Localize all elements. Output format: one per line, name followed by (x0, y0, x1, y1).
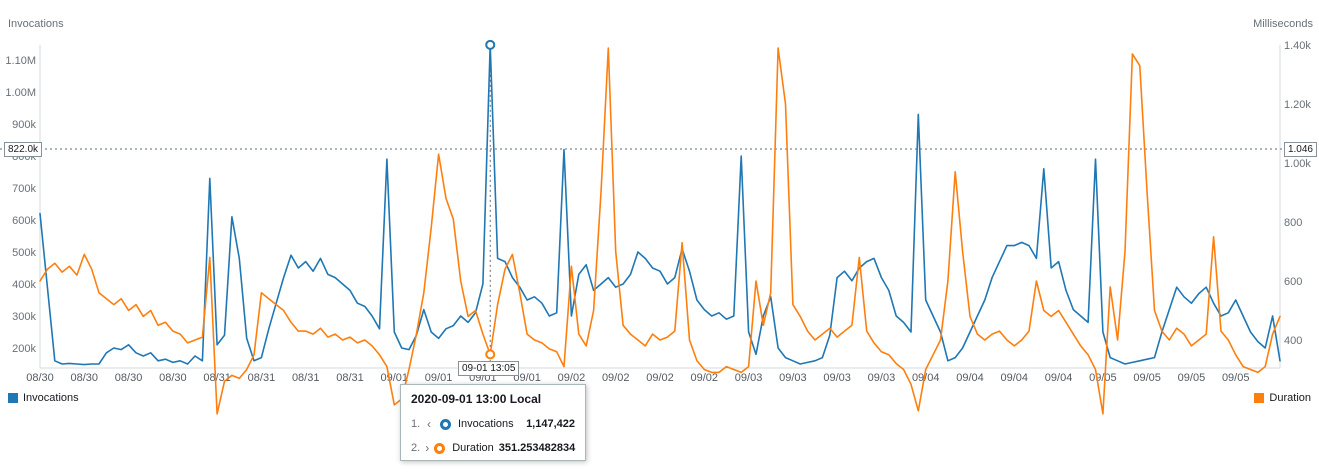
tooltip-row-invocations: 1. ‹ Invocations 1,147,422 (401, 412, 585, 436)
legend-item-invocations[interactable]: Invocations (8, 392, 79, 404)
right-y-tick-label: 800 (1284, 217, 1302, 229)
duration-series-line (39, 47, 1281, 415)
invocations-highlight-marker (485, 39, 496, 50)
horizontal-annotation-right-label: 1.046 (1283, 142, 1317, 157)
legend-label: Duration (1269, 392, 1311, 404)
x-tick-label: 09/01 (425, 372, 453, 384)
right-y-tick-label: 1.00k (1284, 158, 1311, 170)
left-y-tick-label: 200k (12, 343, 36, 355)
x-tick-label: 09/03 (779, 372, 807, 384)
invocations-series-line (39, 43, 1281, 366)
x-tick-label: 08/30 (71, 372, 99, 384)
horizontal-annotation-left-label: 822.0k (4, 142, 43, 157)
x-tick-label: 08/30 (115, 372, 143, 384)
duration-highlight-marker (485, 349, 496, 360)
left-y-tick-label: 400k (12, 279, 36, 291)
left-axis-title: Invocations (8, 18, 64, 30)
x-tick-label: 09/04 (1001, 372, 1029, 384)
x-tick-label: 09/02 (646, 372, 674, 384)
datapoint-tooltip: 2020-09-01 13:00 Local 1. ‹ Invocations … (400, 384, 586, 461)
invocations-series-icon (440, 418, 451, 430)
legend-label: Invocations (23, 392, 79, 404)
right-axis-title: Milliseconds (1253, 18, 1313, 30)
duration-series-icon (434, 442, 446, 454)
x-tick-label: 08/31 (203, 372, 231, 384)
x-tick-label: 09/02 (602, 372, 630, 384)
x-tick-label: 08/31 (336, 372, 364, 384)
x-tick-label: 09/03 (735, 372, 763, 384)
right-y-tick-label: 1.40k (1284, 40, 1311, 52)
left-y-tick-label: 700k (12, 183, 36, 195)
x-tick-label: 09/03 (868, 372, 896, 384)
left-y-tick-label: 900k (12, 119, 36, 131)
tooltip-row-number: 2. (411, 442, 421, 454)
left-y-tick-label: 300k (12, 311, 36, 323)
x-tick-label: 08/30 (159, 372, 187, 384)
x-tick-label: 09/05 (1222, 372, 1250, 384)
left-y-tick-label: 1.00M (5, 87, 36, 99)
tooltip-row-number: 1. (411, 418, 421, 430)
x-tick-label: 09/05 (1178, 372, 1206, 384)
right-y-tick-label: 400 (1284, 335, 1302, 347)
invocations-legend-swatch (8, 393, 18, 403)
tooltip-timestamp: 2020-09-01 13:00 Local (411, 392, 542, 406)
left-y-tick-label: 1.10M (5, 55, 36, 67)
right-y-tick-label: 1.20k (1284, 99, 1311, 111)
x-tick-label: 08/30 (26, 372, 54, 384)
x-tick-label: 09/05 (1089, 372, 1117, 384)
tooltip-series-value: 1,147,422 (526, 418, 575, 430)
x-tick-label: 09/01 (381, 372, 409, 384)
left-y-tick-label: 600k (12, 215, 36, 227)
x-tick-label: 09/02 (558, 372, 586, 384)
tooltip-series-value: 351.253482834 (498, 442, 576, 454)
x-tick-label: 09/04 (912, 372, 940, 384)
x-tick-label: 09/01 (513, 372, 541, 384)
x-tick-label: 08/31 (248, 372, 276, 384)
x-tick-label: 08/31 (292, 372, 320, 384)
x-tick-label: 09/04 (1045, 372, 1073, 384)
x-tick-label: 09/02 (691, 372, 719, 384)
chevron-right-icon[interactable]: › (425, 441, 430, 455)
tooltip-series-name: Invocations (458, 418, 514, 430)
x-tick-label: 09/05 (1133, 372, 1161, 384)
legend-item-duration[interactable]: Duration (1254, 392, 1311, 404)
x-tick-label: 09/04 (956, 372, 984, 384)
chevron-left-icon[interactable]: ‹ (427, 417, 431, 431)
x-tick-label: 09/03 (823, 372, 851, 384)
duration-legend-swatch (1254, 393, 1265, 403)
right-y-tick-label: 600 (1284, 276, 1302, 288)
left-y-tick-label: 500k (12, 247, 36, 259)
tooltip-series-name: Duration (452, 442, 494, 454)
tooltip-row-duration: 2. › Duration 351.253482834 (401, 436, 585, 460)
vertical-annotation-time-label: 09-01 13:05 (458, 361, 520, 376)
